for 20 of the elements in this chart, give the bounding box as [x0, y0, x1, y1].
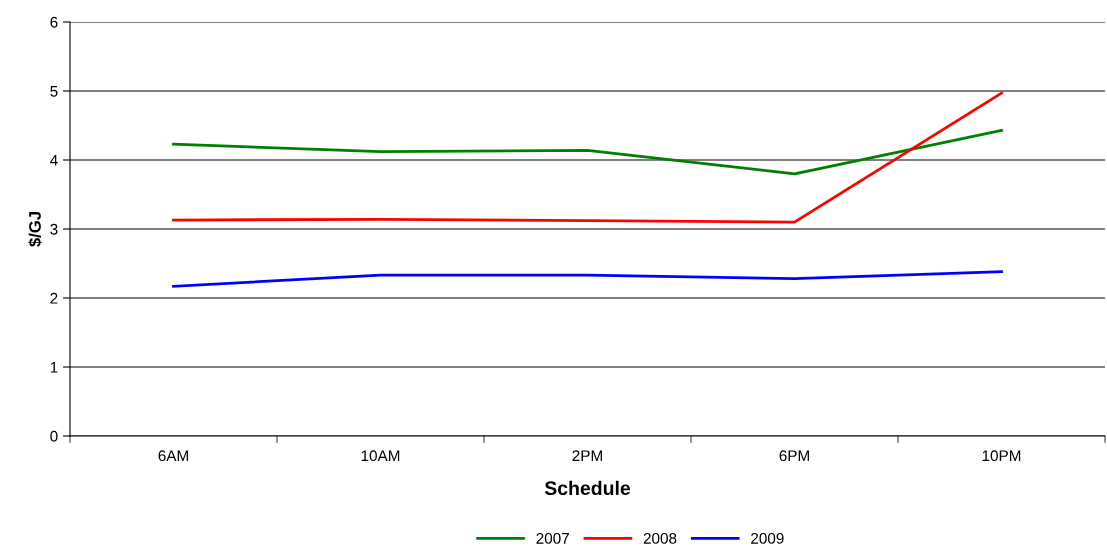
y-tick-label: 0	[50, 430, 58, 442]
x-tick-label: 10PM	[982, 450, 1021, 462]
legend-label: 2008	[643, 532, 677, 544]
x-tick-label: 6PM	[779, 450, 809, 462]
x-axis-title: Schedule	[544, 480, 631, 496]
x-tick-label: 10AM	[361, 450, 400, 462]
line-series	[172, 91, 1003, 224]
y-tick-label: 3	[50, 223, 58, 235]
line-series	[172, 270, 1003, 288]
y-tick-label: 2	[50, 292, 58, 304]
x-tick-label: 2PM	[572, 450, 602, 461]
y-tick-label: 4	[50, 155, 58, 166]
y-tick-label: 5	[50, 86, 58, 97]
y-tick-label: 1	[50, 362, 58, 373]
line-series	[172, 128, 1003, 176]
x-tick-label: 6AM	[158, 450, 188, 462]
y-axis-title: $/GJ	[28, 212, 42, 247]
legend-label: 2007	[536, 532, 569, 544]
y-tick-label: 6	[50, 16, 58, 28]
legend-label: 2009	[751, 532, 784, 544]
